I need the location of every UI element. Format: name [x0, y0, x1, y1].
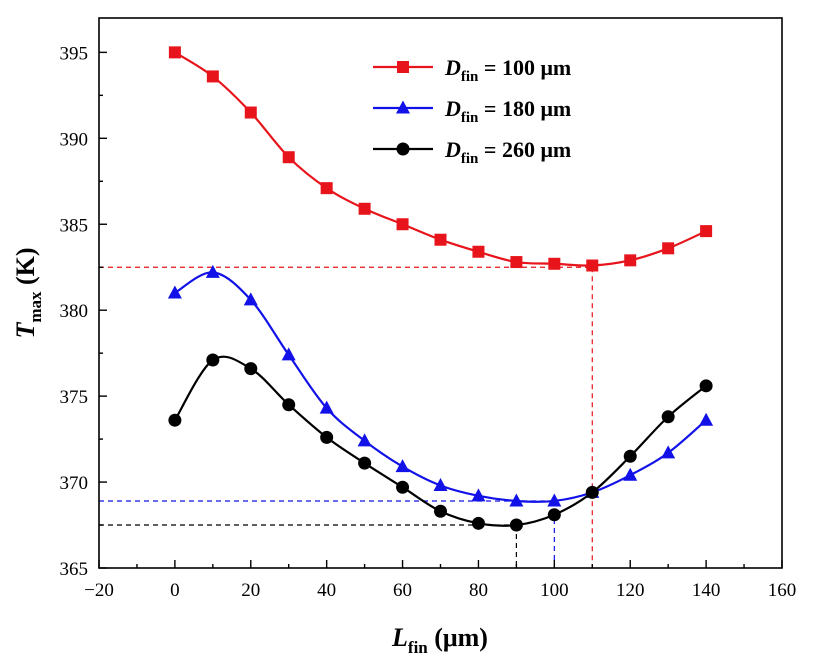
y-axis-title-sub: max: [26, 291, 45, 323]
data-point: [395, 459, 410, 473]
series-1: [168, 46, 713, 272]
legend-label-main: D: [444, 96, 461, 121]
legend-label-sub: fin: [461, 151, 479, 167]
y-tick-label: 365: [60, 559, 89, 580]
data-point: [547, 493, 562, 507]
data-point: [282, 151, 295, 164]
data-point: [167, 285, 182, 299]
y-axis-title-unit: (K): [11, 247, 40, 291]
y-axis-title-main: T: [11, 322, 40, 339]
data-point: [357, 433, 372, 447]
data-point: [661, 410, 675, 424]
x-axis-title-sub: fin: [408, 638, 428, 657]
x-tick-label: 80: [469, 580, 488, 601]
data-point: [661, 445, 676, 459]
data-point: [662, 242, 675, 255]
x-tick-label: 60: [393, 580, 412, 601]
data-point: [547, 508, 561, 522]
x-axis-title-main: L: [391, 623, 408, 652]
data-point: [433, 478, 448, 491]
data-point: [206, 70, 219, 83]
y-axis-title: Tmax (K): [11, 247, 45, 338]
y-tick-label: 380: [60, 301, 89, 322]
y-tick-label: 390: [60, 129, 89, 150]
axis-ticks: −20 0 20 40 60 80 100 120 140 160 365 370 375 380 385 3…: [60, 43, 797, 601]
data-point: [243, 292, 258, 306]
data-point: [358, 202, 371, 215]
x-tick-label: 0: [170, 580, 180, 601]
data-point: [396, 480, 410, 494]
series-2: [167, 264, 714, 507]
legend-label-main: D: [444, 55, 461, 80]
data-point: [509, 518, 523, 532]
legend-label-sub: fin: [461, 69, 479, 85]
data-point: [585, 485, 599, 499]
data-point: [624, 254, 637, 267]
data-point: [281, 347, 296, 361]
plot-series: [167, 46, 714, 532]
data-point: [699, 412, 714, 426]
x-tick-label: 40: [317, 580, 336, 601]
data-point: [282, 398, 296, 412]
legend-label-rest: = 100 μm: [478, 55, 571, 80]
y-tick-label: 375: [60, 387, 89, 408]
legend-label: Dfin = 260 μm: [444, 137, 571, 167]
y-tick-label: 385: [60, 215, 89, 236]
data-point: [699, 379, 713, 393]
legend-label: Dfin = 180 μm: [444, 96, 571, 126]
data-point: [510, 256, 523, 269]
x-tick-label: 100: [540, 580, 569, 601]
x-tick-label: 20: [241, 580, 260, 601]
x-axis-title-unit: (μm): [428, 623, 488, 652]
x-tick-label: 120: [616, 580, 645, 601]
x-tick-label: 160: [768, 580, 797, 601]
data-point: [548, 257, 561, 270]
series-3: [168, 353, 713, 532]
series-line: [174, 271, 707, 503]
data-point: [623, 449, 637, 463]
data-point: [320, 430, 334, 444]
legend-label-rest: = 260 μm: [478, 137, 571, 162]
y-tick-label: 370: [60, 473, 89, 494]
data-point: [471, 516, 485, 530]
data-point: [509, 493, 524, 507]
legend-label-sub: fin: [461, 110, 479, 126]
y-tick-label: 395: [60, 43, 89, 64]
data-point: [700, 225, 713, 238]
data-point: [206, 353, 220, 367]
legend-label-rest: = 180 μm: [478, 96, 571, 121]
data-point: [358, 456, 372, 470]
legend-marker: [396, 142, 410, 156]
legend-label: Dfin = 100 μm: [444, 55, 571, 85]
legend-marker: [396, 100, 410, 114]
data-point: [623, 467, 638, 481]
data-point: [434, 233, 447, 246]
data-point: [472, 245, 485, 258]
data-point: [434, 504, 447, 518]
data-point: [244, 106, 257, 119]
data-point: [244, 362, 258, 376]
legend-label-main: D: [444, 137, 461, 162]
data-point: [586, 259, 599, 272]
x-tick-label: 140: [692, 580, 721, 601]
legend-marker: [397, 61, 409, 73]
data-point: [168, 46, 181, 59]
data-point: [471, 488, 486, 502]
series-line: [174, 51, 707, 267]
data-point: [320, 182, 333, 195]
data-point: [168, 413, 182, 427]
x-tick-label: −20: [84, 580, 114, 601]
data-point: [396, 218, 409, 231]
x-axis-title: Lfin (μm): [391, 623, 488, 657]
data-point: [205, 264, 220, 278]
data-point: [319, 400, 334, 414]
